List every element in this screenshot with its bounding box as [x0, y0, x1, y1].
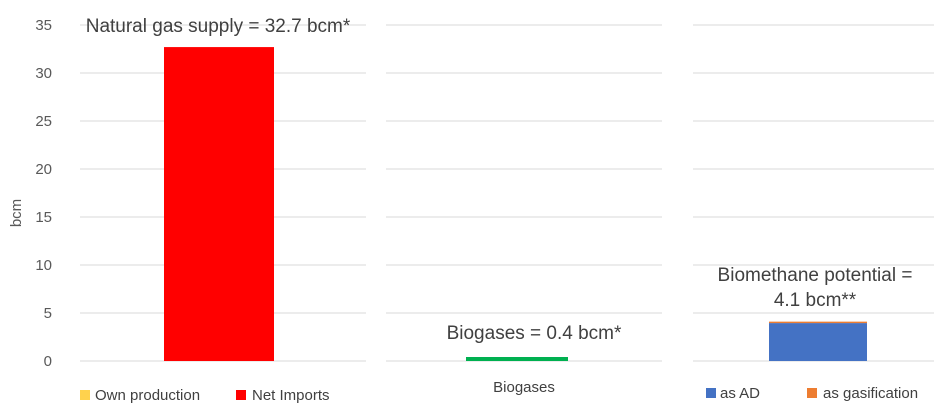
legend-swatch-panel-1-1	[80, 390, 90, 400]
legend-label-panel-3-1: as AD	[720, 385, 760, 402]
legend-swatch-panel-3-1	[706, 388, 716, 398]
legend-label-panel-1-1: Own production	[95, 387, 200, 404]
y-tick-label: 15	[35, 209, 52, 226]
bar-panel-2-series-1	[466, 357, 568, 361]
y-tick-label: 30	[35, 65, 52, 82]
legend-label-panel-1-2: Net Imports	[252, 387, 330, 404]
annotation-biomethane-line-1: Biomethane potential =	[718, 265, 913, 286]
y-tick-label: 35	[35, 17, 52, 34]
y-axis-title: bcm	[8, 199, 25, 227]
bar-panel-1-series-2	[164, 47, 274, 362]
y-tick-label: 20	[35, 161, 52, 178]
y-tick-label: 0	[44, 353, 52, 370]
category-label-biogases: Biogases	[493, 379, 555, 396]
bar-panel-3-series-2	[769, 321, 867, 324]
y-tick-label: 25	[35, 113, 52, 130]
y-tick-label: 5	[44, 305, 52, 322]
annotation-natural-gas: Natural gas supply = 32.7 bcm*	[86, 16, 351, 37]
legend-swatch-panel-1-2	[236, 390, 246, 400]
bar-panel-3-series-1	[769, 323, 867, 361]
y-tick-label: 10	[35, 257, 52, 274]
legend-label-panel-3-2: as gasification	[823, 385, 918, 402]
legend-swatch-panel-3-2	[807, 388, 817, 398]
annotation-biomethane-line-2: 4.1 bcm**	[774, 290, 857, 311]
annotation-biogases: Biogases = 0.4 bcm*	[447, 323, 622, 344]
